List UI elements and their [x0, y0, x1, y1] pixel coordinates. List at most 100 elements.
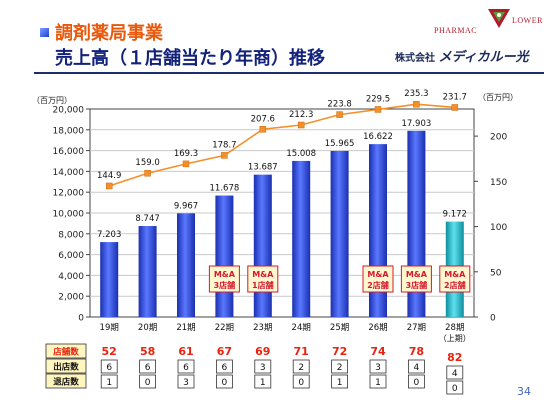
y-left-tick-label: 14,000	[53, 168, 85, 178]
table-cell-value: 2	[298, 363, 304, 373]
table-cell	[254, 374, 272, 389]
table-cell-value: 1	[375, 378, 381, 388]
x-tick-label: 21期	[176, 323, 195, 333]
table-cell	[407, 374, 425, 389]
table-cell	[369, 374, 387, 389]
bar-value-label: 15.965	[325, 139, 355, 149]
line-point	[297, 121, 305, 129]
y-right-unit-label: （百万円）	[478, 93, 518, 102]
line-value-label: 223.8	[327, 100, 351, 110]
bar	[177, 213, 195, 317]
table-cell	[446, 365, 464, 380]
bar	[138, 226, 157, 317]
logo-text-left: PHARMAC	[434, 26, 478, 35]
line-value-label: 229.5	[366, 94, 390, 104]
bar-value-label: 9.172	[443, 210, 467, 220]
y-right-tick-label: 0	[490, 314, 496, 324]
line-point	[374, 106, 382, 113]
y-left-tick-label: 6,000	[58, 251, 84, 261]
table-cell-value: 4	[452, 369, 458, 379]
table-row-header	[45, 373, 87, 389]
annotation-label: 2店舗	[367, 280, 389, 290]
table-cell	[139, 374, 157, 389]
line-value-label: 212.3	[289, 110, 313, 120]
table-cell	[100, 359, 118, 374]
line-value-label: 178.7	[212, 140, 236, 150]
bar-value-label: 17.903	[402, 119, 432, 129]
table-cell-value: 0	[222, 378, 228, 388]
line-value-label: 159.0	[135, 158, 159, 168]
annotation-label: 3店舗	[406, 280, 428, 290]
bar	[100, 242, 119, 317]
annotation-label: M&A	[214, 270, 236, 279]
y-left-tick-label: 12,000	[53, 189, 85, 199]
annotation-box	[400, 265, 432, 293]
y-left-tick-label: 4,000	[58, 272, 84, 282]
line-point	[182, 160, 190, 168]
bar-value-label: 9.967	[174, 201, 198, 211]
page-number: 34	[517, 385, 531, 398]
header-divider	[34, 72, 544, 74]
annotation-label: M&A	[367, 270, 389, 279]
bar	[330, 150, 349, 317]
table-row-header	[45, 343, 87, 359]
y-left-tick-label: 0	[78, 314, 84, 324]
bar-value-label: 8.747	[135, 214, 159, 224]
table-cell-value: 3	[183, 378, 189, 388]
logo-text-right: LOWER	[512, 16, 543, 25]
store-count-value: 61	[178, 345, 193, 358]
bar	[253, 174, 272, 317]
table-cell	[369, 359, 387, 374]
store-count-value: 52	[102, 345, 117, 358]
table-cell	[331, 374, 349, 389]
table-cell-value: 1	[260, 378, 266, 388]
table-cell	[139, 359, 157, 374]
table-cell-value: 6	[106, 363, 112, 373]
table-cell-value: 1	[337, 378, 343, 388]
store-count-value: 58	[140, 345, 155, 358]
store-count-value: 74	[370, 345, 386, 358]
table-row-label: 店舗数	[52, 347, 79, 358]
bar	[215, 195, 234, 317]
store-count-value: 78	[409, 345, 424, 358]
table-row-label: 出店数	[53, 362, 79, 373]
y-left-tick-label: 2,000	[58, 293, 84, 303]
table-cell	[331, 359, 349, 374]
annotation-label: 2店舗	[444, 280, 466, 290]
table-row-label: 退店数	[53, 377, 79, 388]
page-subtitle: 売上高（１店舗当たり年商）推移	[55, 48, 325, 69]
table-cell-value: 6	[145, 363, 151, 373]
table-cell	[407, 359, 425, 374]
bar-value-label: 7.203	[97, 230, 121, 240]
line-point	[259, 126, 267, 133]
annotation-label: 1店舗	[252, 280, 274, 290]
annotation-box	[439, 265, 471, 293]
table-cell-value: 4	[414, 363, 420, 373]
line-value-label: 235.3	[404, 89, 428, 99]
x-tick-label: 28期	[445, 323, 464, 333]
annotation-box	[247, 265, 279, 293]
table-cell-value: 0	[145, 378, 151, 388]
bar	[292, 160, 311, 317]
y-left-unit-label: （百万円）	[32, 96, 72, 105]
company-name: 株式会社 メディカルー光	[395, 46, 545, 65]
line-point	[336, 111, 343, 118]
bar-value-label: 13.687	[248, 163, 278, 173]
table-cell-value: 6	[222, 363, 228, 373]
company-prefix: 株式会社	[395, 53, 435, 64]
x-tick-label: 20期	[138, 323, 157, 333]
table-cell-value: 3	[375, 363, 381, 373]
line-point	[413, 100, 420, 108]
x-tick-label: 24期	[292, 323, 311, 333]
line-value-label: 231.7	[443, 92, 467, 102]
table-cell	[177, 374, 195, 389]
annotation-label: 3店舗	[214, 280, 236, 290]
store-count-value: 71	[294, 345, 309, 358]
table-cell	[292, 374, 310, 389]
line-value-label: 144.9	[97, 171, 121, 181]
store-count-value: 67	[217, 345, 232, 358]
x-tick-label: 23期	[253, 323, 272, 333]
x-sub-label: （上期）	[439, 334, 471, 343]
table-cell-value: 1	[106, 378, 112, 388]
table-cell	[446, 380, 464, 395]
